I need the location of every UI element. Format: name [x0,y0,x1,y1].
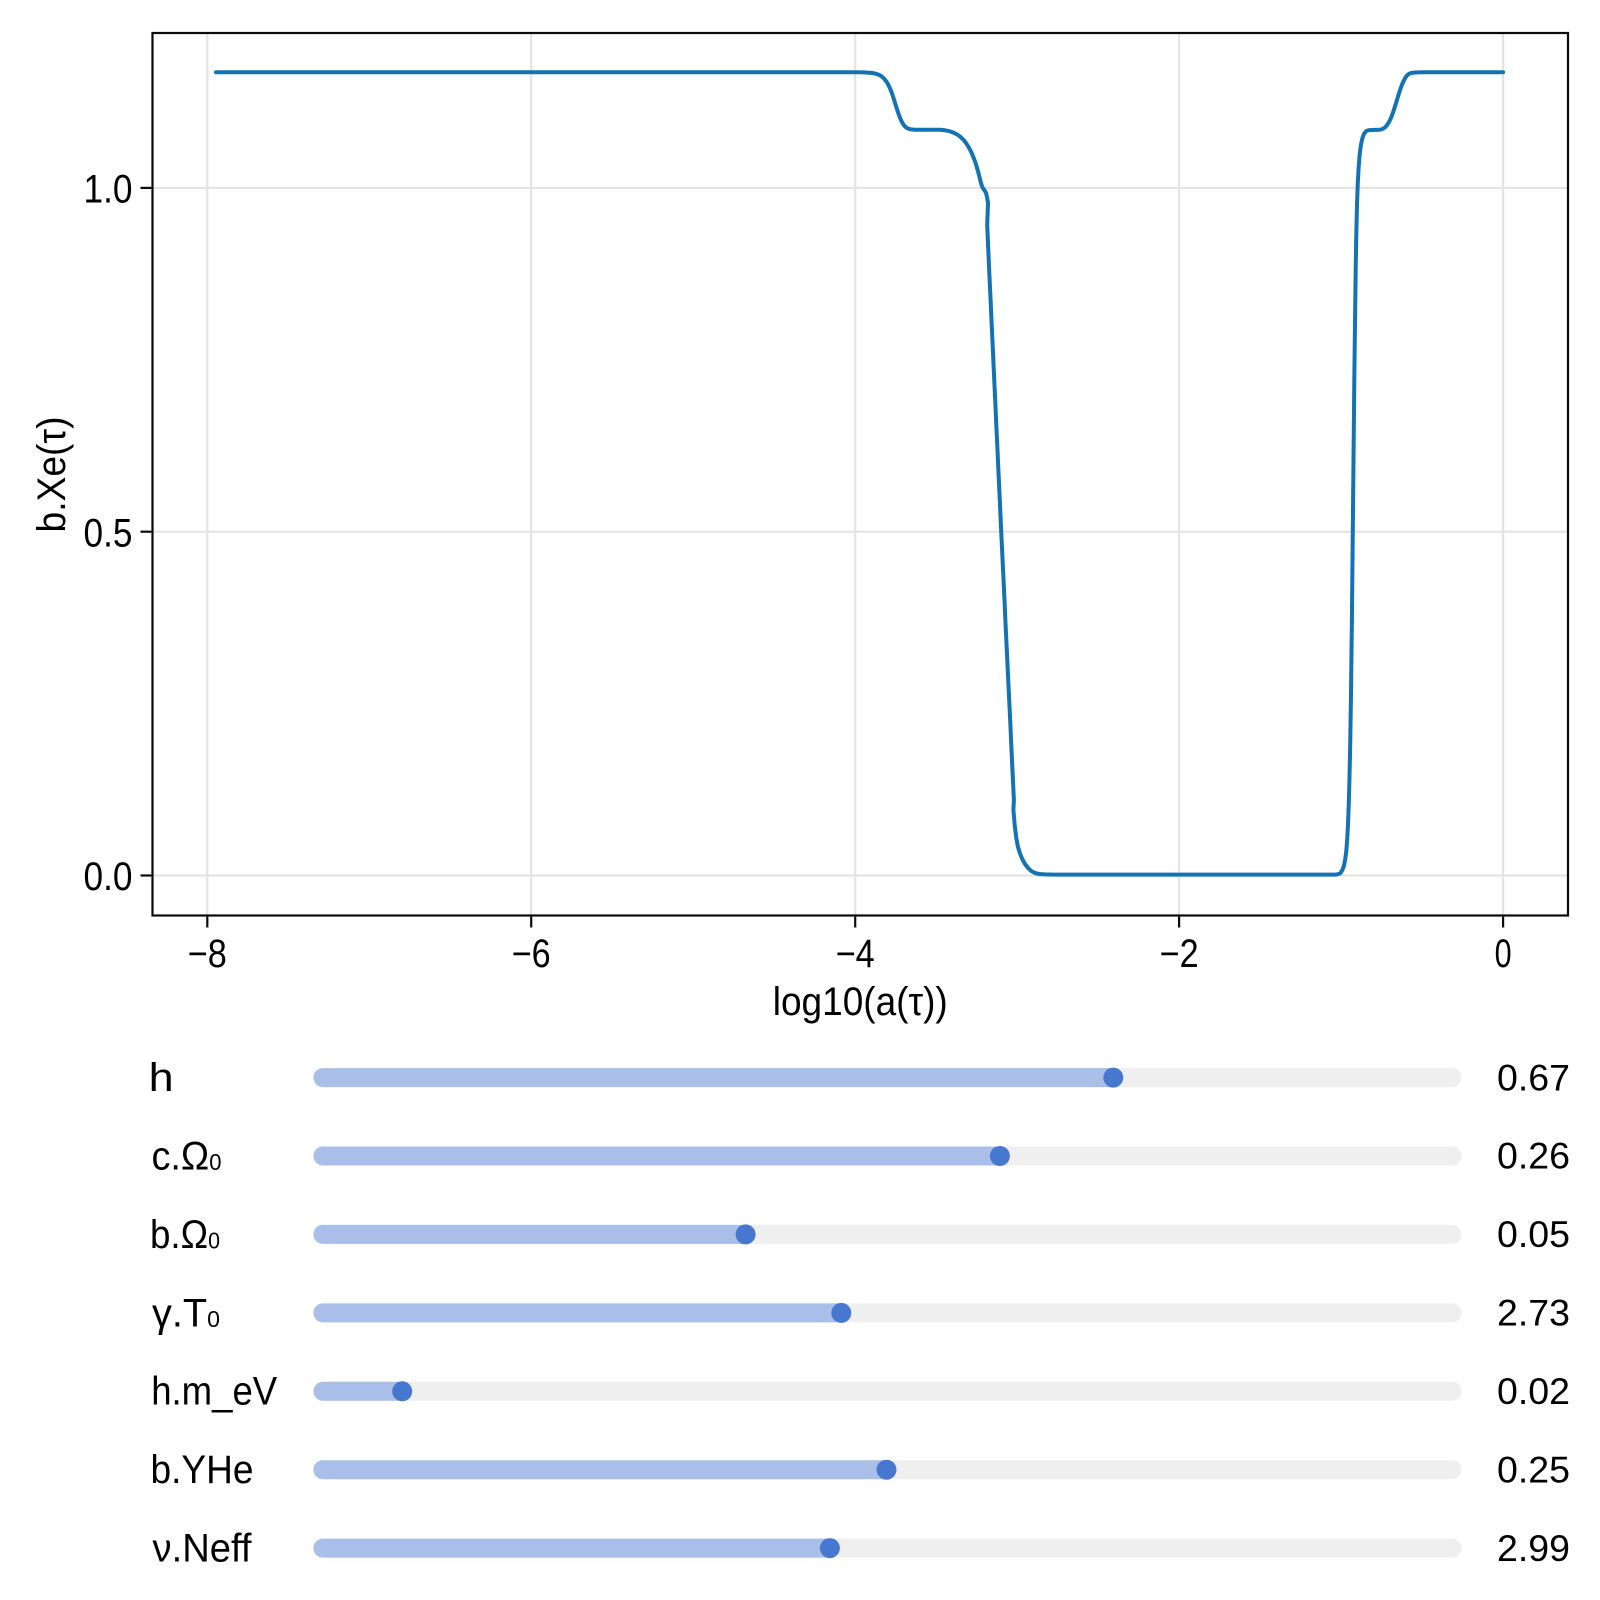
svg-text:2.99: 2.99 [1497,1528,1570,1569]
svg-text:0: 0 [1495,932,1512,976]
svg-text:ν.Neff: ν.Neff [153,1527,253,1571]
svg-text:2.73: 2.73 [1497,1293,1570,1334]
svg-text:−6: −6 [512,932,551,976]
svg-text:log10(a(τ)): log10(a(τ)) [773,980,948,1024]
svg-text:h.m_eV: h.m_eV [151,1370,278,1414]
svg-text:0.26: 0.26 [1497,1136,1570,1177]
svg-text:b.Xe(τ): b.Xe(τ) [30,417,74,533]
svg-text:0.0: 0.0 [84,855,133,899]
svg-text:−2: −2 [1160,932,1199,976]
svg-text:0.02: 0.02 [1497,1371,1570,1412]
svg-text:0.67: 0.67 [1497,1057,1570,1098]
svg-text:γ.T0: γ.T0 [152,1291,220,1335]
svg-text:b.YHe: b.YHe [151,1448,254,1492]
svg-text:−4: −4 [836,932,875,976]
svg-text:0.5: 0.5 [84,511,133,555]
svg-text:h: h [149,1056,174,1100]
svg-text:1.0: 1.0 [84,168,133,212]
svg-text:−8: −8 [188,932,227,976]
svg-text:0.25: 0.25 [1497,1449,1570,1490]
svg-text:0.05: 0.05 [1497,1214,1570,1255]
